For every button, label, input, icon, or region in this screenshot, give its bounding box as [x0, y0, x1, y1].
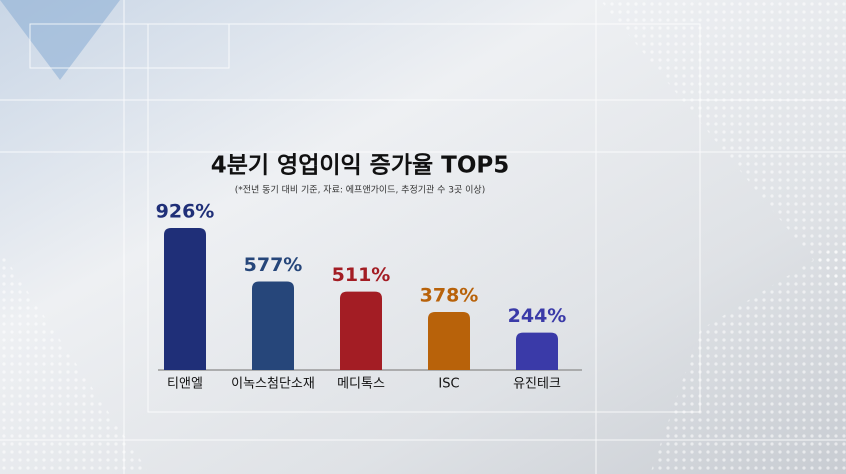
chart-title: 4분기 영업이익 증가율 TOP5: [211, 153, 510, 179]
x-tick-label: ISC: [438, 377, 459, 392]
decor: [650, 240, 846, 474]
decor: [600, 0, 846, 300]
x-tick-label: 티앤엘: [167, 377, 203, 392]
bar: [164, 228, 206, 370]
x-tick-label: 유진테크: [513, 377, 561, 392]
value-label: 577%: [244, 254, 303, 276]
x-tick-label: 메디톡스: [337, 377, 385, 392]
bar: [428, 312, 470, 370]
value-label: 378%: [420, 285, 479, 307]
chart-subtitle: (*전년 동기 대비 기준, 자료: 에프앤가이드, 추정기관 수 3곳 이상): [235, 185, 485, 196]
value-label: 244%: [508, 305, 567, 327]
decor: [0, 0, 120, 80]
bar: [516, 332, 558, 370]
decor: [0, 250, 150, 474]
bar: [340, 291, 382, 370]
x-tick-label: 이녹스첨단소재: [231, 377, 315, 392]
value-label: 926%: [156, 201, 215, 223]
bar: [252, 281, 294, 370]
value-label: 511%: [332, 264, 391, 286]
